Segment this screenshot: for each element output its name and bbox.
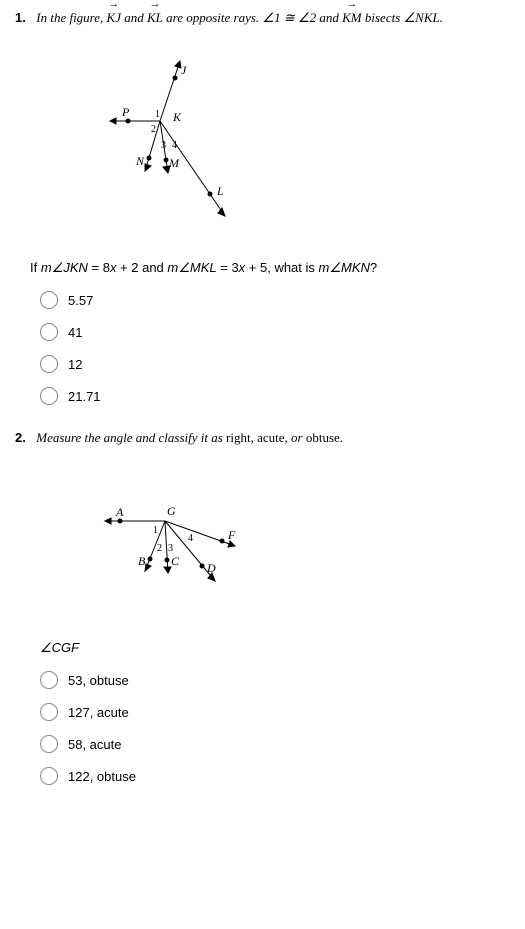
q2-figure: A G F B C D 1 2 3 4 — [50, 461, 510, 615]
svg-text:1: 1 — [155, 109, 160, 120]
svg-text:3: 3 — [161, 140, 166, 151]
radio-button[interactable] — [40, 387, 58, 405]
option-label: 41 — [68, 325, 82, 340]
svg-text:4: 4 — [188, 533, 193, 544]
svg-text:1: 1 — [153, 525, 158, 536]
ray-kj: KJ — [107, 10, 121, 26]
q2-option-3: 58, acute — [40, 735, 510, 753]
option-label: 21.71 — [68, 389, 101, 404]
q1-option-1: 5.57 — [40, 291, 510, 309]
q1-prompt: In the figure, KJ and KL are opposite ra… — [36, 10, 443, 25]
q2-number: 2. — [15, 430, 33, 445]
svg-text:2: 2 — [151, 124, 156, 135]
svg-text:D: D — [206, 561, 216, 575]
ray-kl: KL — [147, 10, 163, 26]
radio-button[interactable] — [40, 703, 58, 721]
svg-text:P: P — [121, 105, 130, 119]
option-label: 58, acute — [68, 737, 122, 752]
svg-text:L: L — [216, 184, 224, 198]
q1-options: 5.57 41 12 21.71 — [40, 291, 510, 405]
q2-options: 53, obtuse 127, acute 58, acute 122, obt… — [40, 671, 510, 785]
radio-button[interactable] — [40, 735, 58, 753]
q2-option-1: 53, obtuse — [40, 671, 510, 689]
ray-km: KM — [342, 10, 362, 26]
radio-button[interactable] — [40, 671, 58, 689]
q2-option-4: 122, obtuse — [40, 767, 510, 785]
q1-figure: J P K N M L 1 2 3 4 — [50, 41, 510, 235]
svg-text:B: B — [138, 554, 146, 568]
option-label: 127, acute — [68, 705, 129, 720]
question-2: 2. Measure the angle and classify it as … — [15, 430, 510, 785]
q1-option-2: 41 — [40, 323, 510, 341]
svg-text:G: G — [167, 504, 176, 518]
svg-text:J: J — [181, 63, 187, 77]
q1-option-4: 21.71 — [40, 387, 510, 405]
svg-text:M: M — [168, 156, 180, 170]
q2-option-2: 127, acute — [40, 703, 510, 721]
option-label: 12 — [68, 357, 82, 372]
svg-text:2: 2 — [157, 543, 162, 554]
radio-button[interactable] — [40, 767, 58, 785]
q2-angle-label: ∠CGF — [40, 640, 510, 656]
svg-text:3: 3 — [168, 543, 173, 554]
q1-number: 1. — [15, 10, 33, 25]
svg-text:K: K — [172, 110, 182, 124]
radio-button[interactable] — [40, 323, 58, 341]
option-label: 122, obtuse — [68, 769, 136, 784]
q1-option-3: 12 — [40, 355, 510, 373]
svg-text:F: F — [227, 528, 236, 542]
svg-text:4: 4 — [172, 140, 177, 151]
option-label: 5.57 — [68, 293, 93, 308]
question-1: 1. In the figure, KJ and KL are opposite… — [15, 10, 510, 405]
svg-text:N: N — [135, 154, 145, 168]
radio-button[interactable] — [40, 291, 58, 309]
svg-text:C: C — [171, 554, 180, 568]
option-label: 53, obtuse — [68, 673, 129, 688]
radio-button[interactable] — [40, 355, 58, 373]
svg-text:A: A — [115, 505, 124, 519]
q2-prompt: Measure the angle and classify it as rig… — [36, 430, 343, 445]
q1-subquestion: If m∠JKN = 8x + 2 and m∠MKL = 3x + 5, wh… — [30, 260, 510, 276]
